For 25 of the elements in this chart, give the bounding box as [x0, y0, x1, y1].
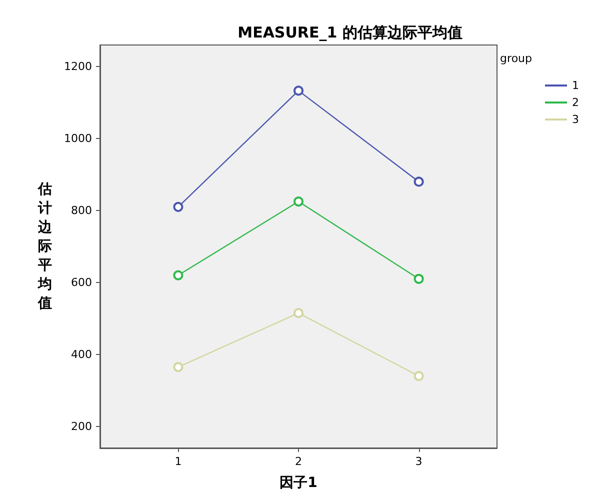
point: [414, 274, 424, 284]
y-tick-label: 1000: [64, 132, 92, 146]
y-axis-title: 估计边际平均值: [37, 182, 53, 312]
point: [173, 270, 184, 280]
legend-label: 3: [572, 113, 579, 126]
legend-title: group: [500, 52, 532, 65]
y-tick-label: 400: [71, 348, 92, 361]
x-tick-label: 2: [295, 455, 302, 468]
point: [414, 371, 424, 382]
x-tick-label: 3: [415, 455, 422, 468]
point: [173, 362, 184, 372]
y-tick-label: 1200: [64, 60, 92, 74]
point: [173, 202, 184, 212]
legend-label: 1: [572, 79, 579, 92]
x-tick-label: 1: [174, 455, 182, 468]
point: [294, 308, 304, 318]
x-axis-title: 因子1: [280, 475, 318, 491]
y-tick-label: 200: [71, 420, 92, 433]
legend-label: 2: [572, 96, 579, 109]
point: [294, 86, 304, 96]
chart-title: MEASURE_1 的估算边际平均值: [238, 24, 462, 42]
y-tick-label: 800: [71, 204, 92, 218]
y-tick-label: 600: [71, 276, 92, 289]
point: [294, 196, 304, 207]
point: [414, 176, 424, 187]
